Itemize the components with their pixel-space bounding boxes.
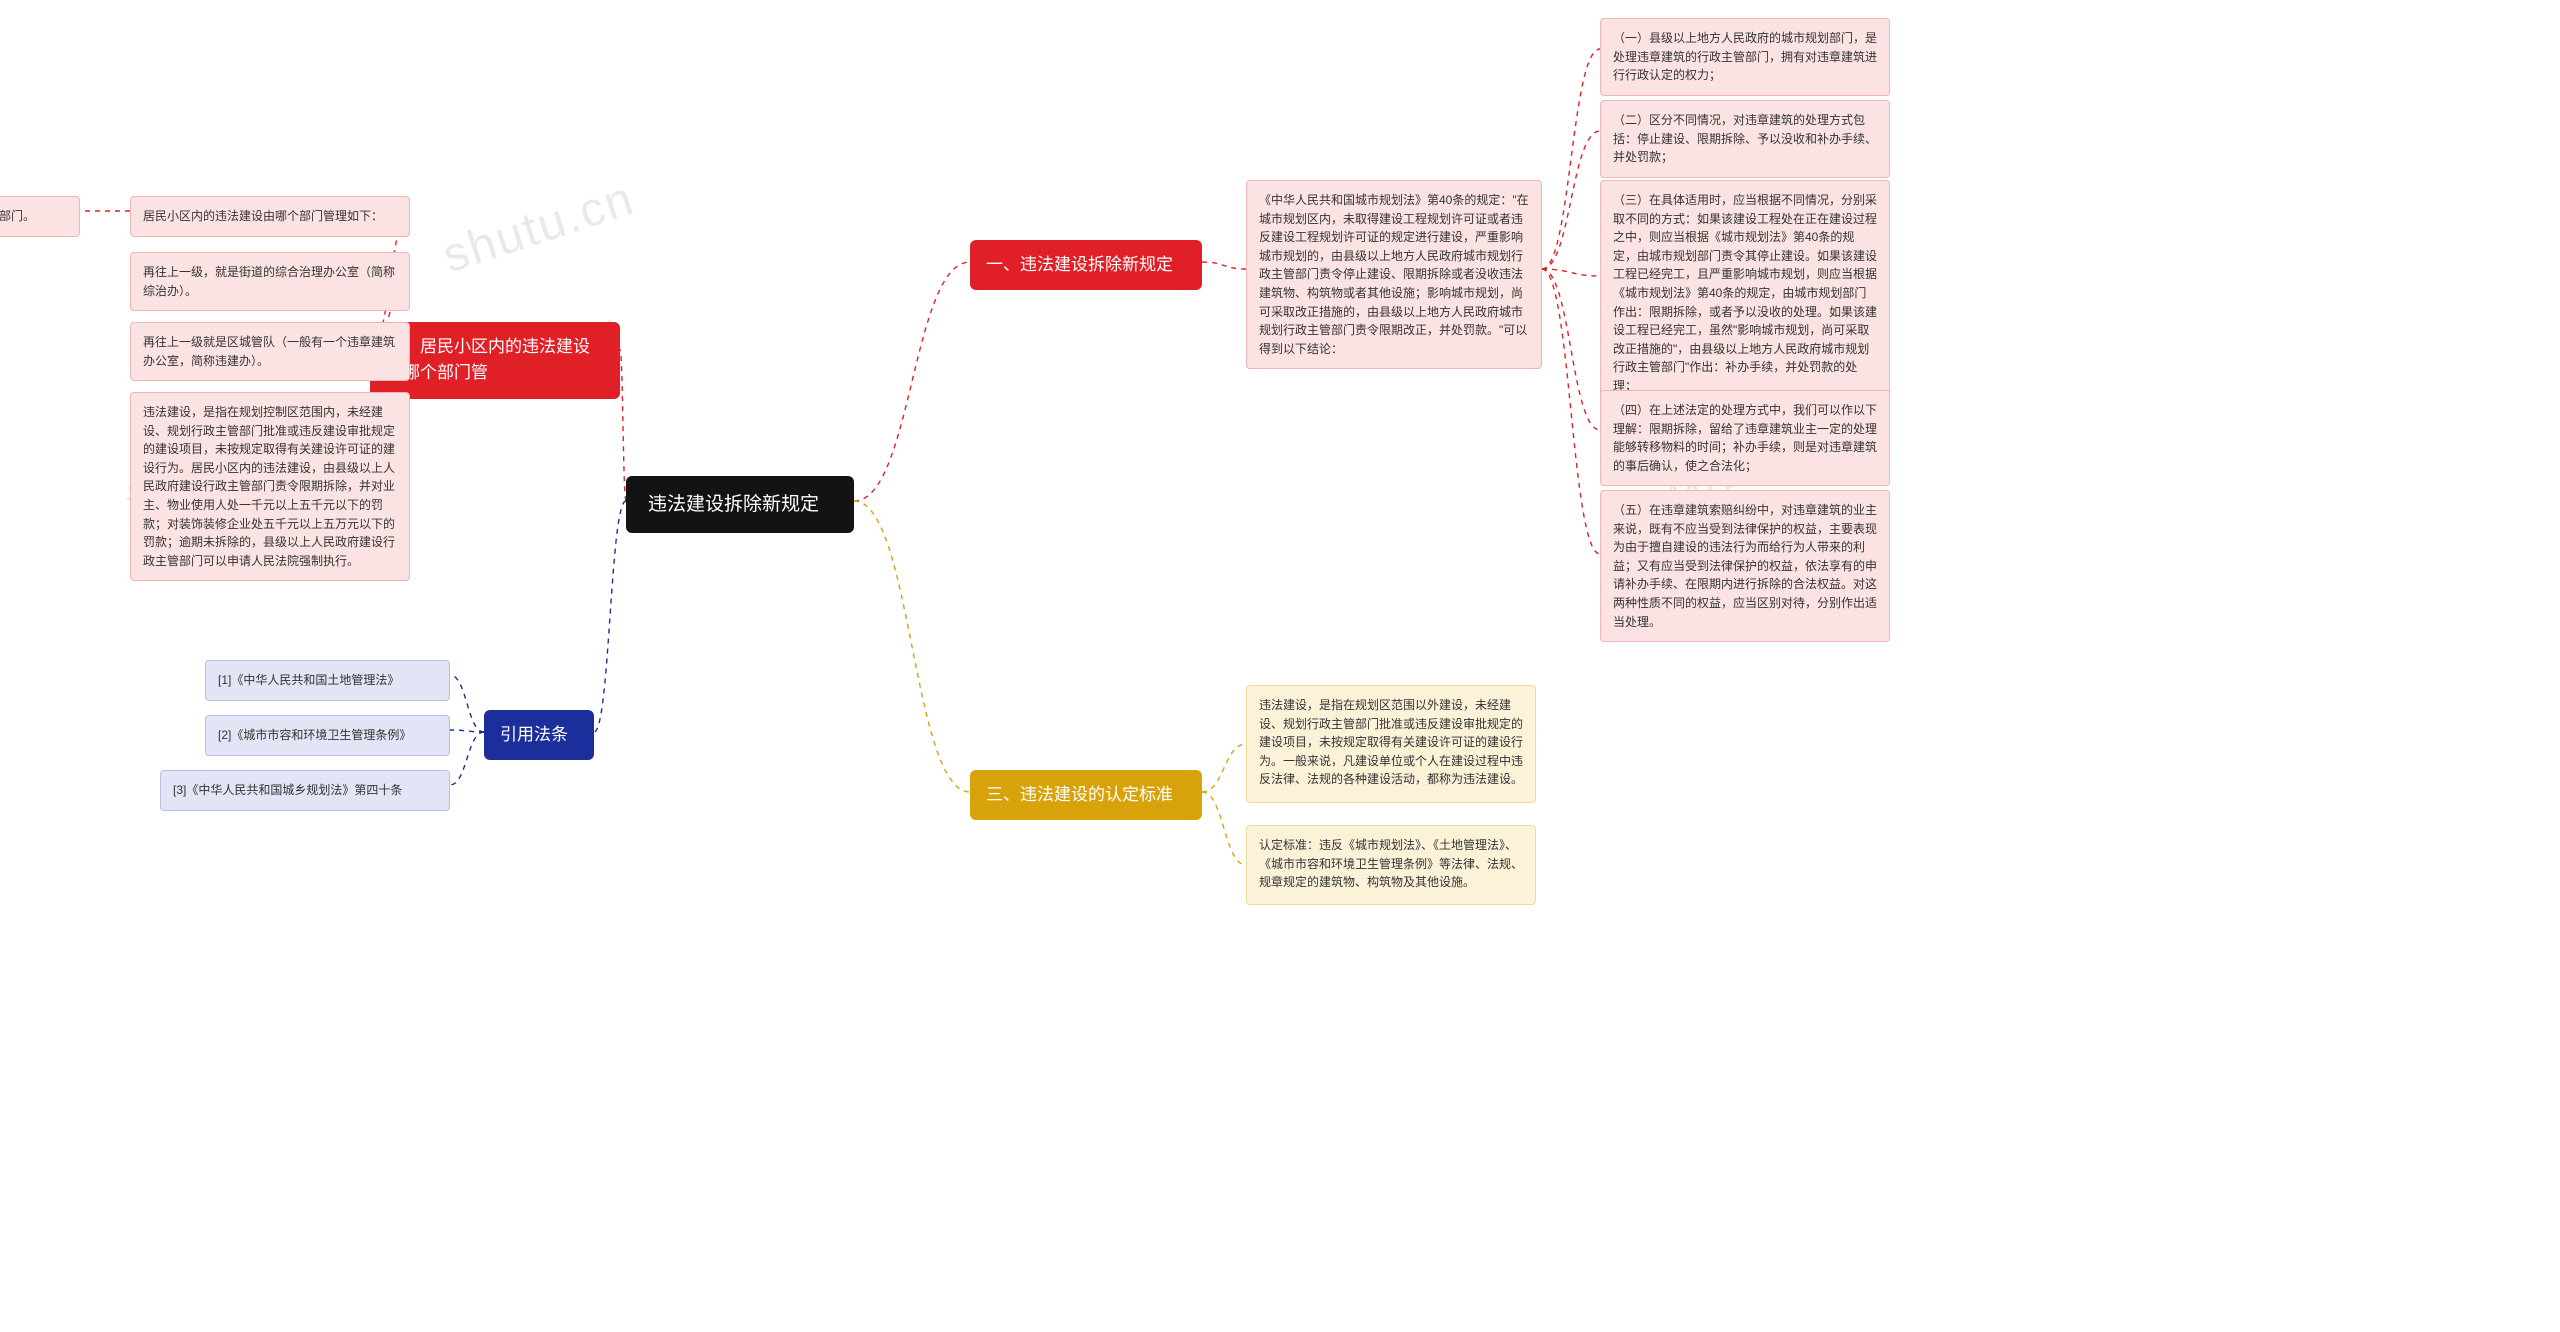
- leaf-node[interactable]: 认定标准：违反《城市规划法》、《土地管理法》、《城市市容和环境卫生管理条例》等法…: [1246, 825, 1536, 905]
- leaf-node[interactable]: [3]《中华人民共和国城乡规划法》第四十条: [160, 770, 450, 811]
- watermark: shutu.cn: [436, 171, 641, 284]
- leaf-node[interactable]: （二）区分不同情况，对违章建筑的处理方式包括：停止建设、限期拆除、予以没收和补办…: [1600, 100, 1890, 178]
- leaf-node[interactable]: （五）在违章建筑索赔纠纷中，对违章建筑的业主来说，既有不应当受到法律保护的权益，…: [1600, 490, 1890, 642]
- leaf-node[interactable]: 居民小区内的违法建设由哪个部门管理如下：: [130, 196, 410, 237]
- branch-node[interactable]: 一、违法建设拆除新规定: [970, 240, 1202, 290]
- leaf-node[interactable]: （一）县级以上地方人民政府的城市规划部门，是处理违章建筑的行政主管部门，拥有对违…: [1600, 18, 1890, 96]
- leaf-node[interactable]: （四）在上述法定的处理方式中，我们可以作以下理解：限期拆除，留给了违章建筑业主一…: [1600, 390, 1890, 486]
- leaf-node[interactable]: 再往上一级，就是街道的综合治理办公室（简称综治办）。: [130, 252, 410, 311]
- leaf-node[interactable]: 违法建设，是指在规划区范围以外建设，未经建设、规划行政主管部门批准或违反建设审批…: [1246, 685, 1536, 803]
- leaf-node[interactable]: 《中华人民共和国城市规划法》第40条的规定："在城市规划区内，未取得建设工程规划…: [1246, 180, 1542, 369]
- leaf-node[interactable]: 再往上一级就是区城管队（一般有一个违章建筑办公室，简称违建办）。: [130, 322, 410, 381]
- leaf-node[interactable]: （三）在具体适用时，应当根据不同情况，分别采取不同的方式：如果该建设工程处在正在…: [1600, 180, 1890, 407]
- mindmap-canvas: shutu.cn树图 shutu.cn树图违法建设拆除新规定一、违法建设拆除新规…: [0, 0, 2560, 1332]
- leaf-node[interactable]: [2]《城市市容和环境卫生管理条例》: [205, 715, 450, 756]
- branch-node[interactable]: 引用法条: [484, 710, 594, 760]
- leaf-node[interactable]: [1]《中华人民共和国土地管理法》: [205, 660, 450, 701]
- center-node[interactable]: 违法建设拆除新规定: [626, 476, 854, 533]
- branch-node[interactable]: 三、违法建设的认定标准: [970, 770, 1202, 820]
- leaf-node[interactable]: 违法建设，是指在规划控制区范围内，未经建设、规划行政主管部门批准或违反建设审批规…: [130, 392, 410, 581]
- leaf-node[interactable]: 物业是第一道管理部门。: [0, 196, 80, 237]
